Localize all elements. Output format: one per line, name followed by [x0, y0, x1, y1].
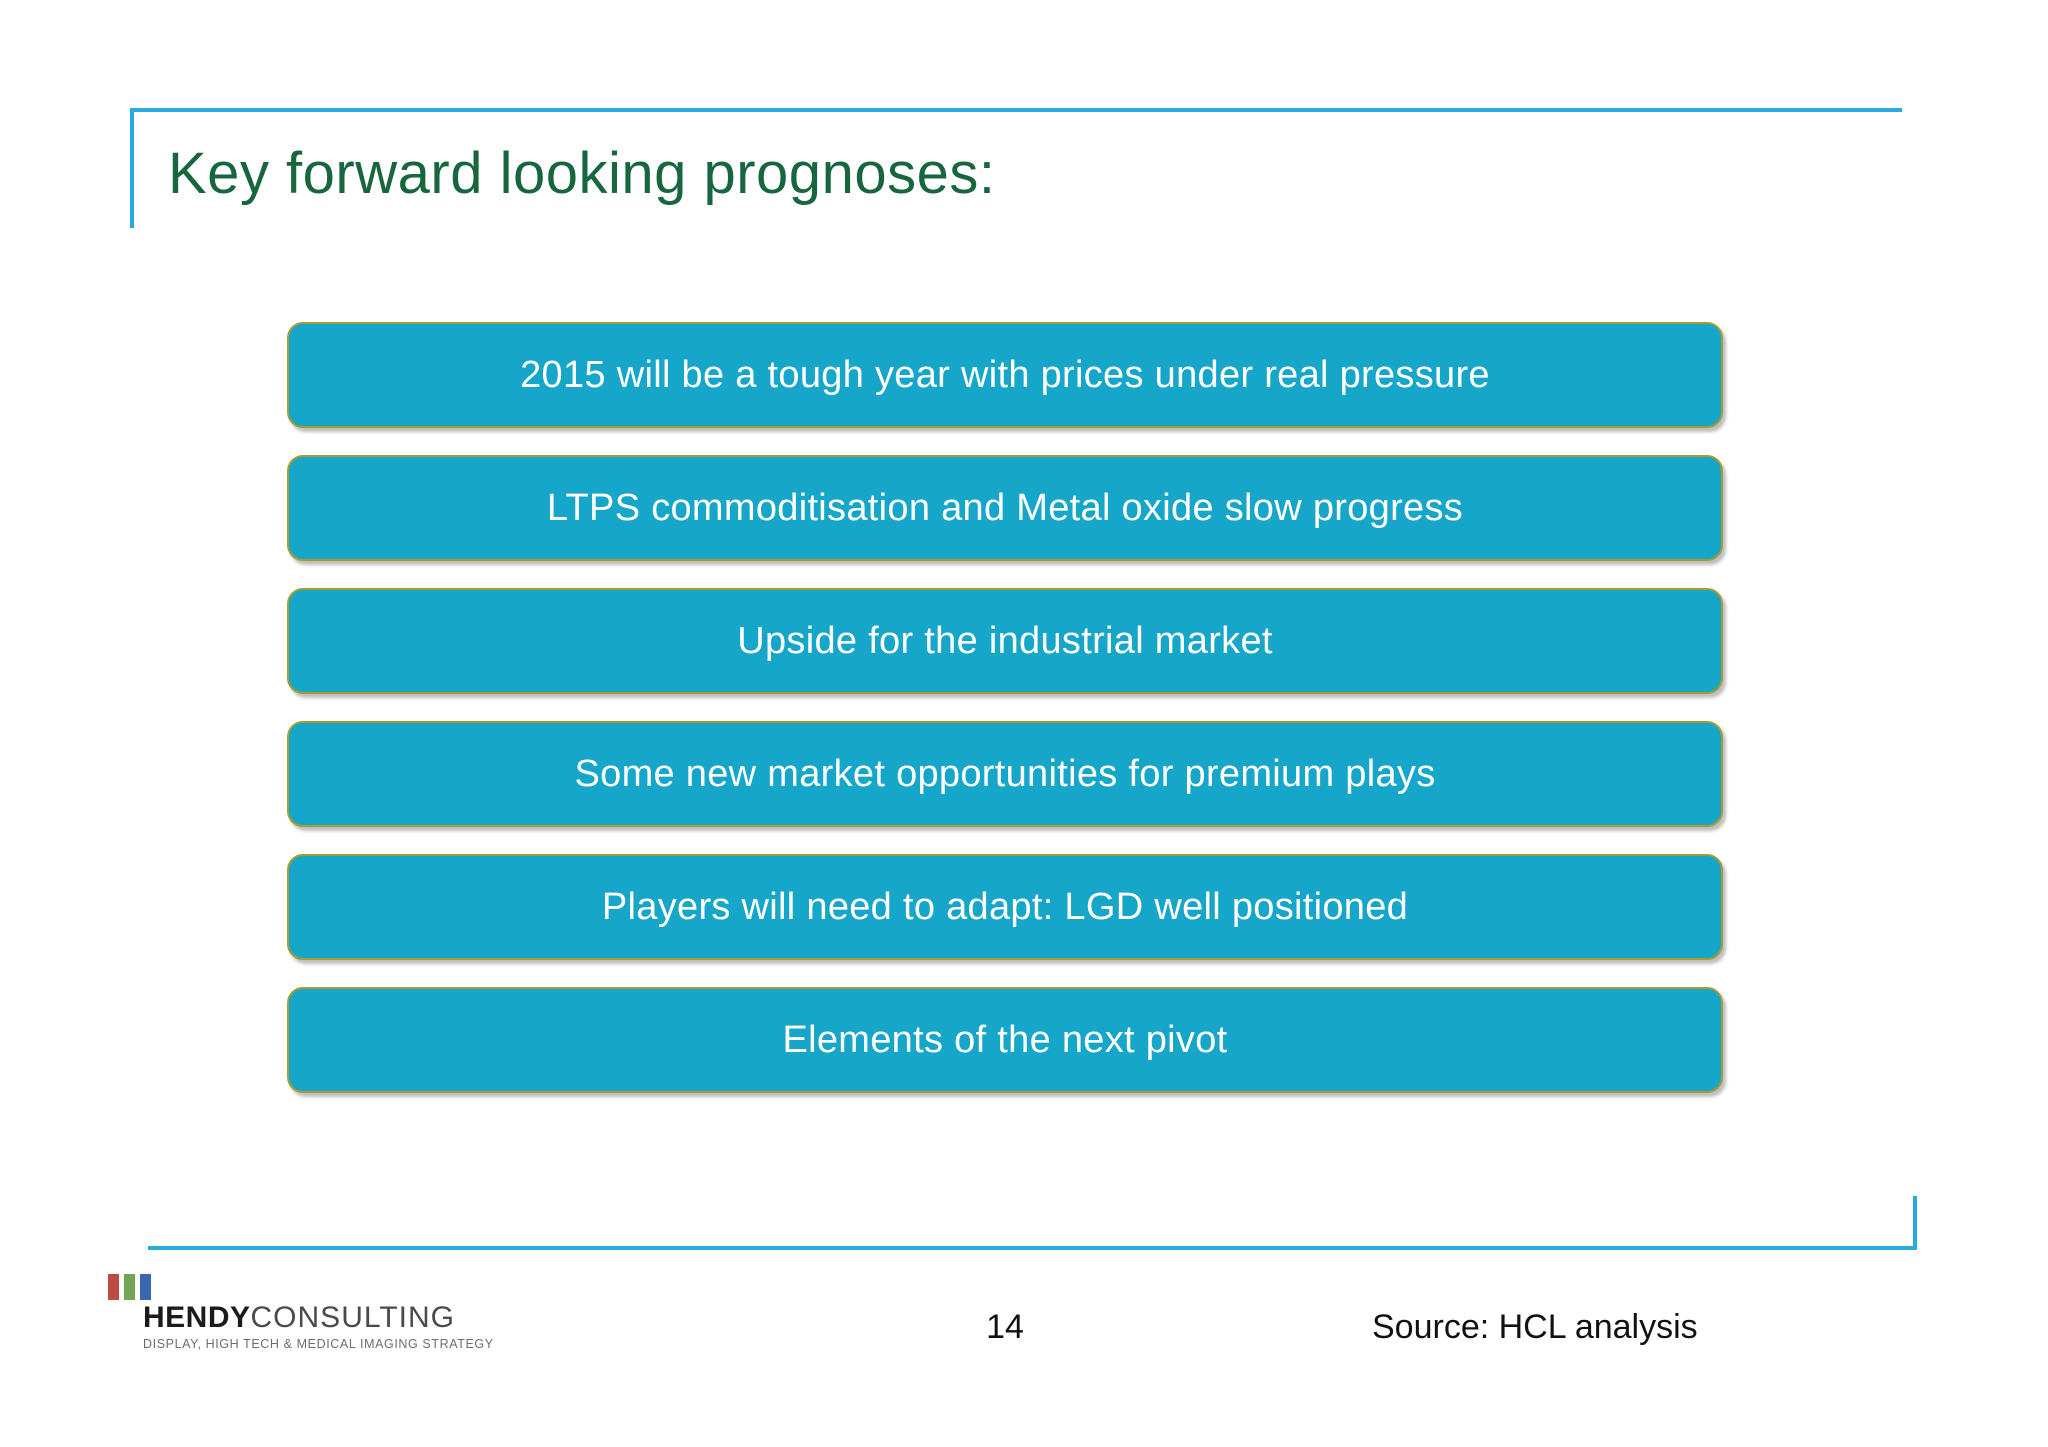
prognosis-box-list: 2015 will be a tough year with prices un… — [287, 322, 1723, 1120]
prognosis-box-2: LTPS commoditisation and Metal oxide slo… — [287, 455, 1723, 561]
prognosis-box-label: 2015 will be a tough year with prices un… — [520, 353, 1490, 396]
prognosis-box-label: Upside for the industrial market — [737, 619, 1273, 662]
prognosis-box-1: 2015 will be a tough year with prices un… — [287, 322, 1723, 428]
logo-color-bars-icon — [108, 1274, 494, 1300]
logo-blue-bar-icon — [140, 1274, 151, 1300]
frame-top-line — [130, 108, 1902, 112]
slide-title: Key forward looking prognoses: — [168, 141, 996, 206]
prognosis-box-4: Some new market opportunities for premiu… — [287, 721, 1723, 827]
source-text: Source: HCL analysis — [1372, 1308, 1698, 1346]
frame-left-tick — [130, 108, 134, 228]
hendy-consulting-logo: HENDYCONSULTING DISPLAY, HIGH TECH & MED… — [108, 1274, 494, 1351]
prognosis-box-label: LTPS commoditisation and Metal oxide slo… — [546, 486, 1464, 529]
frame-right-tick — [1913, 1196, 1917, 1248]
logo-brand-bold: HENDY — [143, 1301, 251, 1334]
prognosis-box-label: Elements of the next pivot — [782, 1018, 1228, 1061]
prognosis-box-label: Some new market opportunities for premiu… — [574, 752, 1436, 795]
prognosis-box-5: Players will need to adapt: LGD well pos… — [287, 854, 1723, 960]
logo-red-bar-icon — [108, 1274, 119, 1300]
logo-brand-light: CONSULTING — [250, 1301, 455, 1334]
prognosis-box-6: Elements of the next pivot — [287, 987, 1723, 1093]
logo-green-bar-icon — [124, 1274, 135, 1300]
page-number: 14 — [986, 1308, 1024, 1346]
logo-wordmark: HENDYCONSULTING — [143, 1302, 494, 1334]
prognosis-box-label: Players will need to adapt: LGD well pos… — [601, 885, 1409, 928]
prognosis-box-3: Upside for the industrial market — [287, 588, 1723, 694]
frame-bottom-line — [148, 1246, 1917, 1250]
logo-tagline: DISPLAY, HIGH TECH & MEDICAL IMAGING STR… — [143, 1336, 494, 1351]
